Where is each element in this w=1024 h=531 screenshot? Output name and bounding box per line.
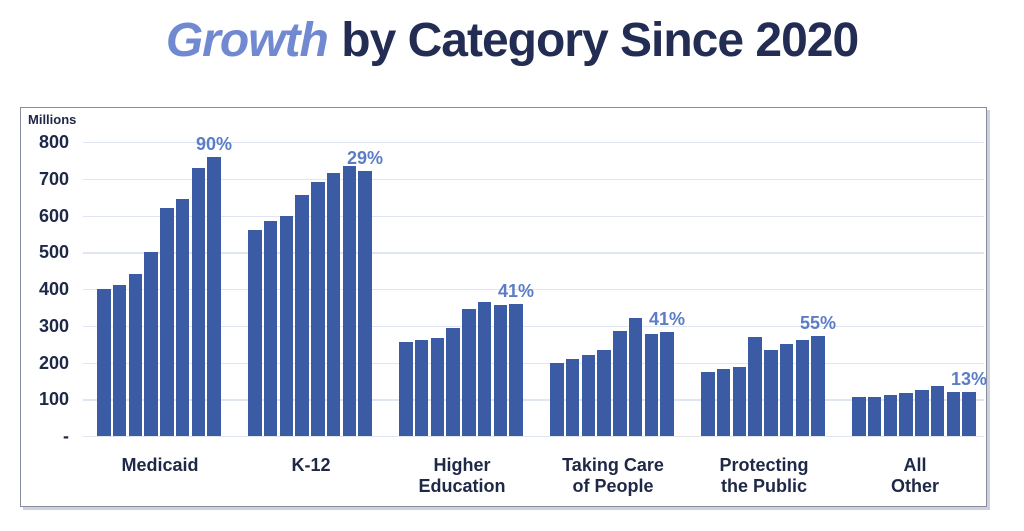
bar bbox=[946, 391, 960, 436]
gridline-100 bbox=[83, 399, 984, 401]
bar-group-all-other bbox=[852, 142, 978, 436]
bar bbox=[279, 215, 293, 436]
bar bbox=[112, 285, 127, 436]
bar bbox=[581, 355, 595, 436]
y-tick-label-100: 100 bbox=[38, 389, 69, 410]
bar bbox=[358, 170, 372, 436]
bar bbox=[597, 349, 611, 436]
y-tick-label-500: 500 bbox=[38, 242, 69, 263]
bar bbox=[462, 309, 476, 436]
y-axis-unit-label: Millions bbox=[28, 112, 77, 127]
bar bbox=[628, 318, 643, 436]
bar bbox=[207, 156, 221, 436]
bar bbox=[930, 386, 945, 436]
bar bbox=[248, 230, 262, 436]
bar bbox=[128, 274, 142, 436]
bar bbox=[915, 390, 929, 436]
bar bbox=[160, 208, 174, 436]
chart-title: Growth by Category Since 2020 bbox=[0, 12, 1024, 70]
bar-group-protecting-the-public bbox=[701, 142, 827, 436]
bar bbox=[883, 395, 897, 436]
y-tick-label-200: 200 bbox=[38, 352, 69, 373]
bar bbox=[795, 340, 809, 436]
category-label: Taking Care of People bbox=[562, 455, 664, 496]
bar bbox=[311, 182, 325, 436]
gridline-0 bbox=[83, 436, 984, 438]
bar bbox=[191, 167, 205, 436]
growth-percent-label: 90% bbox=[195, 133, 233, 154]
bar bbox=[867, 396, 882, 436]
gridline-300 bbox=[83, 325, 984, 328]
y-tick-label-600: 600 bbox=[38, 205, 69, 226]
growth-percent-label: 41% bbox=[648, 309, 686, 330]
y-tick-label-400: 400 bbox=[38, 279, 69, 299]
y-tick-label-0: - bbox=[63, 426, 69, 446]
bar bbox=[430, 337, 444, 436]
bar-group-k-12 bbox=[248, 142, 374, 436]
growth-percent-label: 29% bbox=[346, 147, 384, 168]
bar bbox=[493, 304, 507, 436]
bar bbox=[326, 173, 341, 436]
title-accent-text: Growth bbox=[165, 14, 329, 67]
category-label: Higher Education bbox=[418, 455, 506, 496]
growth-percent-label: 41% bbox=[497, 280, 535, 301]
growth-percent-label: 13% bbox=[950, 368, 988, 389]
bar bbox=[97, 289, 111, 436]
bar bbox=[399, 342, 413, 436]
gridline-200 bbox=[83, 362, 984, 364]
gridline-800 bbox=[83, 142, 984, 144]
category-label: All Other bbox=[890, 455, 939, 496]
gridline-500 bbox=[83, 252, 984, 254]
bar bbox=[660, 332, 674, 436]
bar bbox=[414, 339, 429, 436]
y-tick-label-800: 800 bbox=[38, 132, 69, 152]
category-label: Medicaid bbox=[121, 455, 199, 475]
bar-group-taking-care-of-people bbox=[550, 142, 676, 436]
bar bbox=[899, 393, 913, 436]
bar bbox=[175, 198, 190, 436]
bar bbox=[565, 358, 580, 436]
growth-percent-label: 55% bbox=[799, 313, 837, 334]
bar-group-higher-education bbox=[399, 142, 525, 436]
bar bbox=[477, 301, 492, 436]
y-tick-label-700: 700 bbox=[38, 168, 69, 189]
y-tick-label-300: 300 bbox=[38, 315, 69, 336]
bar bbox=[613, 331, 627, 436]
bar bbox=[962, 391, 976, 436]
bar bbox=[342, 165, 356, 436]
gridline-400 bbox=[83, 289, 984, 291]
bar bbox=[811, 336, 825, 436]
bar bbox=[764, 350, 778, 436]
bar bbox=[644, 334, 658, 436]
chart-frame: Millions 800 700 600 500 400 300 200 100 - 90% Med… bbox=[20, 107, 987, 507]
bar bbox=[509, 303, 523, 436]
bar bbox=[701, 371, 715, 436]
bar bbox=[144, 252, 158, 436]
gridline-600 bbox=[83, 215, 984, 217]
bar bbox=[748, 336, 762, 436]
bar bbox=[446, 327, 460, 436]
bar bbox=[716, 368, 731, 436]
bar bbox=[779, 343, 794, 436]
bar bbox=[550, 362, 564, 436]
bar-group-medicaid bbox=[97, 142, 223, 436]
bar bbox=[852, 396, 866, 436]
bar bbox=[295, 195, 309, 436]
bar bbox=[263, 221, 278, 436]
category-label: K-12 bbox=[291, 455, 331, 475]
bar bbox=[732, 366, 746, 436]
gridline-700 bbox=[83, 178, 984, 181]
title-main-text: by Category Since 2020 bbox=[341, 14, 859, 67]
category-label: Protecting the Public bbox=[719, 455, 809, 496]
